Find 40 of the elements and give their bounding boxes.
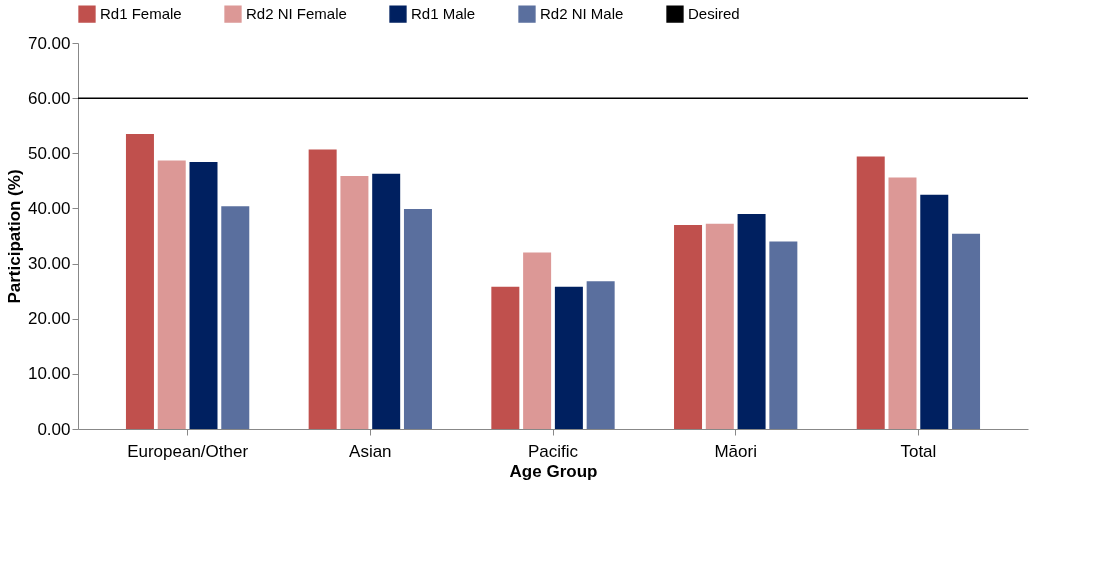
bar [491,286,520,429]
bar [157,160,186,429]
bar [586,281,615,429]
y-tick-label: 40.00 [27,198,71,218]
x-tick-label: Pacific [527,441,579,461]
legend-label: Rd2 NI Male [540,5,624,23]
x-tick-label: Māori [714,441,757,461]
y-tick-label: 60.00 [27,88,71,108]
y-tick-label: 70.00 [27,33,71,53]
bar [952,233,981,429]
x-tick-label: Asian [349,441,392,461]
bar [674,224,703,429]
legend-label: Desired [688,5,740,23]
bar [125,133,154,429]
bar [888,177,917,429]
bar [523,252,552,429]
bar [189,162,218,429]
legend-label: Rd1 Male [411,5,476,23]
bar [372,173,401,429]
bar [308,149,337,429]
bar [705,223,734,429]
x-tick-label: Total [900,441,937,461]
bar [403,208,432,429]
bar [737,213,766,429]
bar [769,241,798,429]
y-tick-label: 10.00 [27,364,71,384]
x-tick-label: European/Other [127,441,249,461]
bar [340,175,369,429]
x-axis-title: Age Group [509,461,598,481]
y-tick-label: 30.00 [27,254,71,274]
y-tick-label: 0.00 [37,419,71,439]
legend-label: Rd1 Female [100,5,182,23]
legend-label: Rd2 NI Female [246,5,347,23]
bar [554,286,583,429]
bar [920,194,949,429]
bar [856,156,885,429]
y-axis-title: Participation (%) [4,169,24,304]
y-tick-label: 50.00 [27,143,71,163]
bar [221,206,250,429]
y-tick-label: 20.00 [27,309,71,329]
